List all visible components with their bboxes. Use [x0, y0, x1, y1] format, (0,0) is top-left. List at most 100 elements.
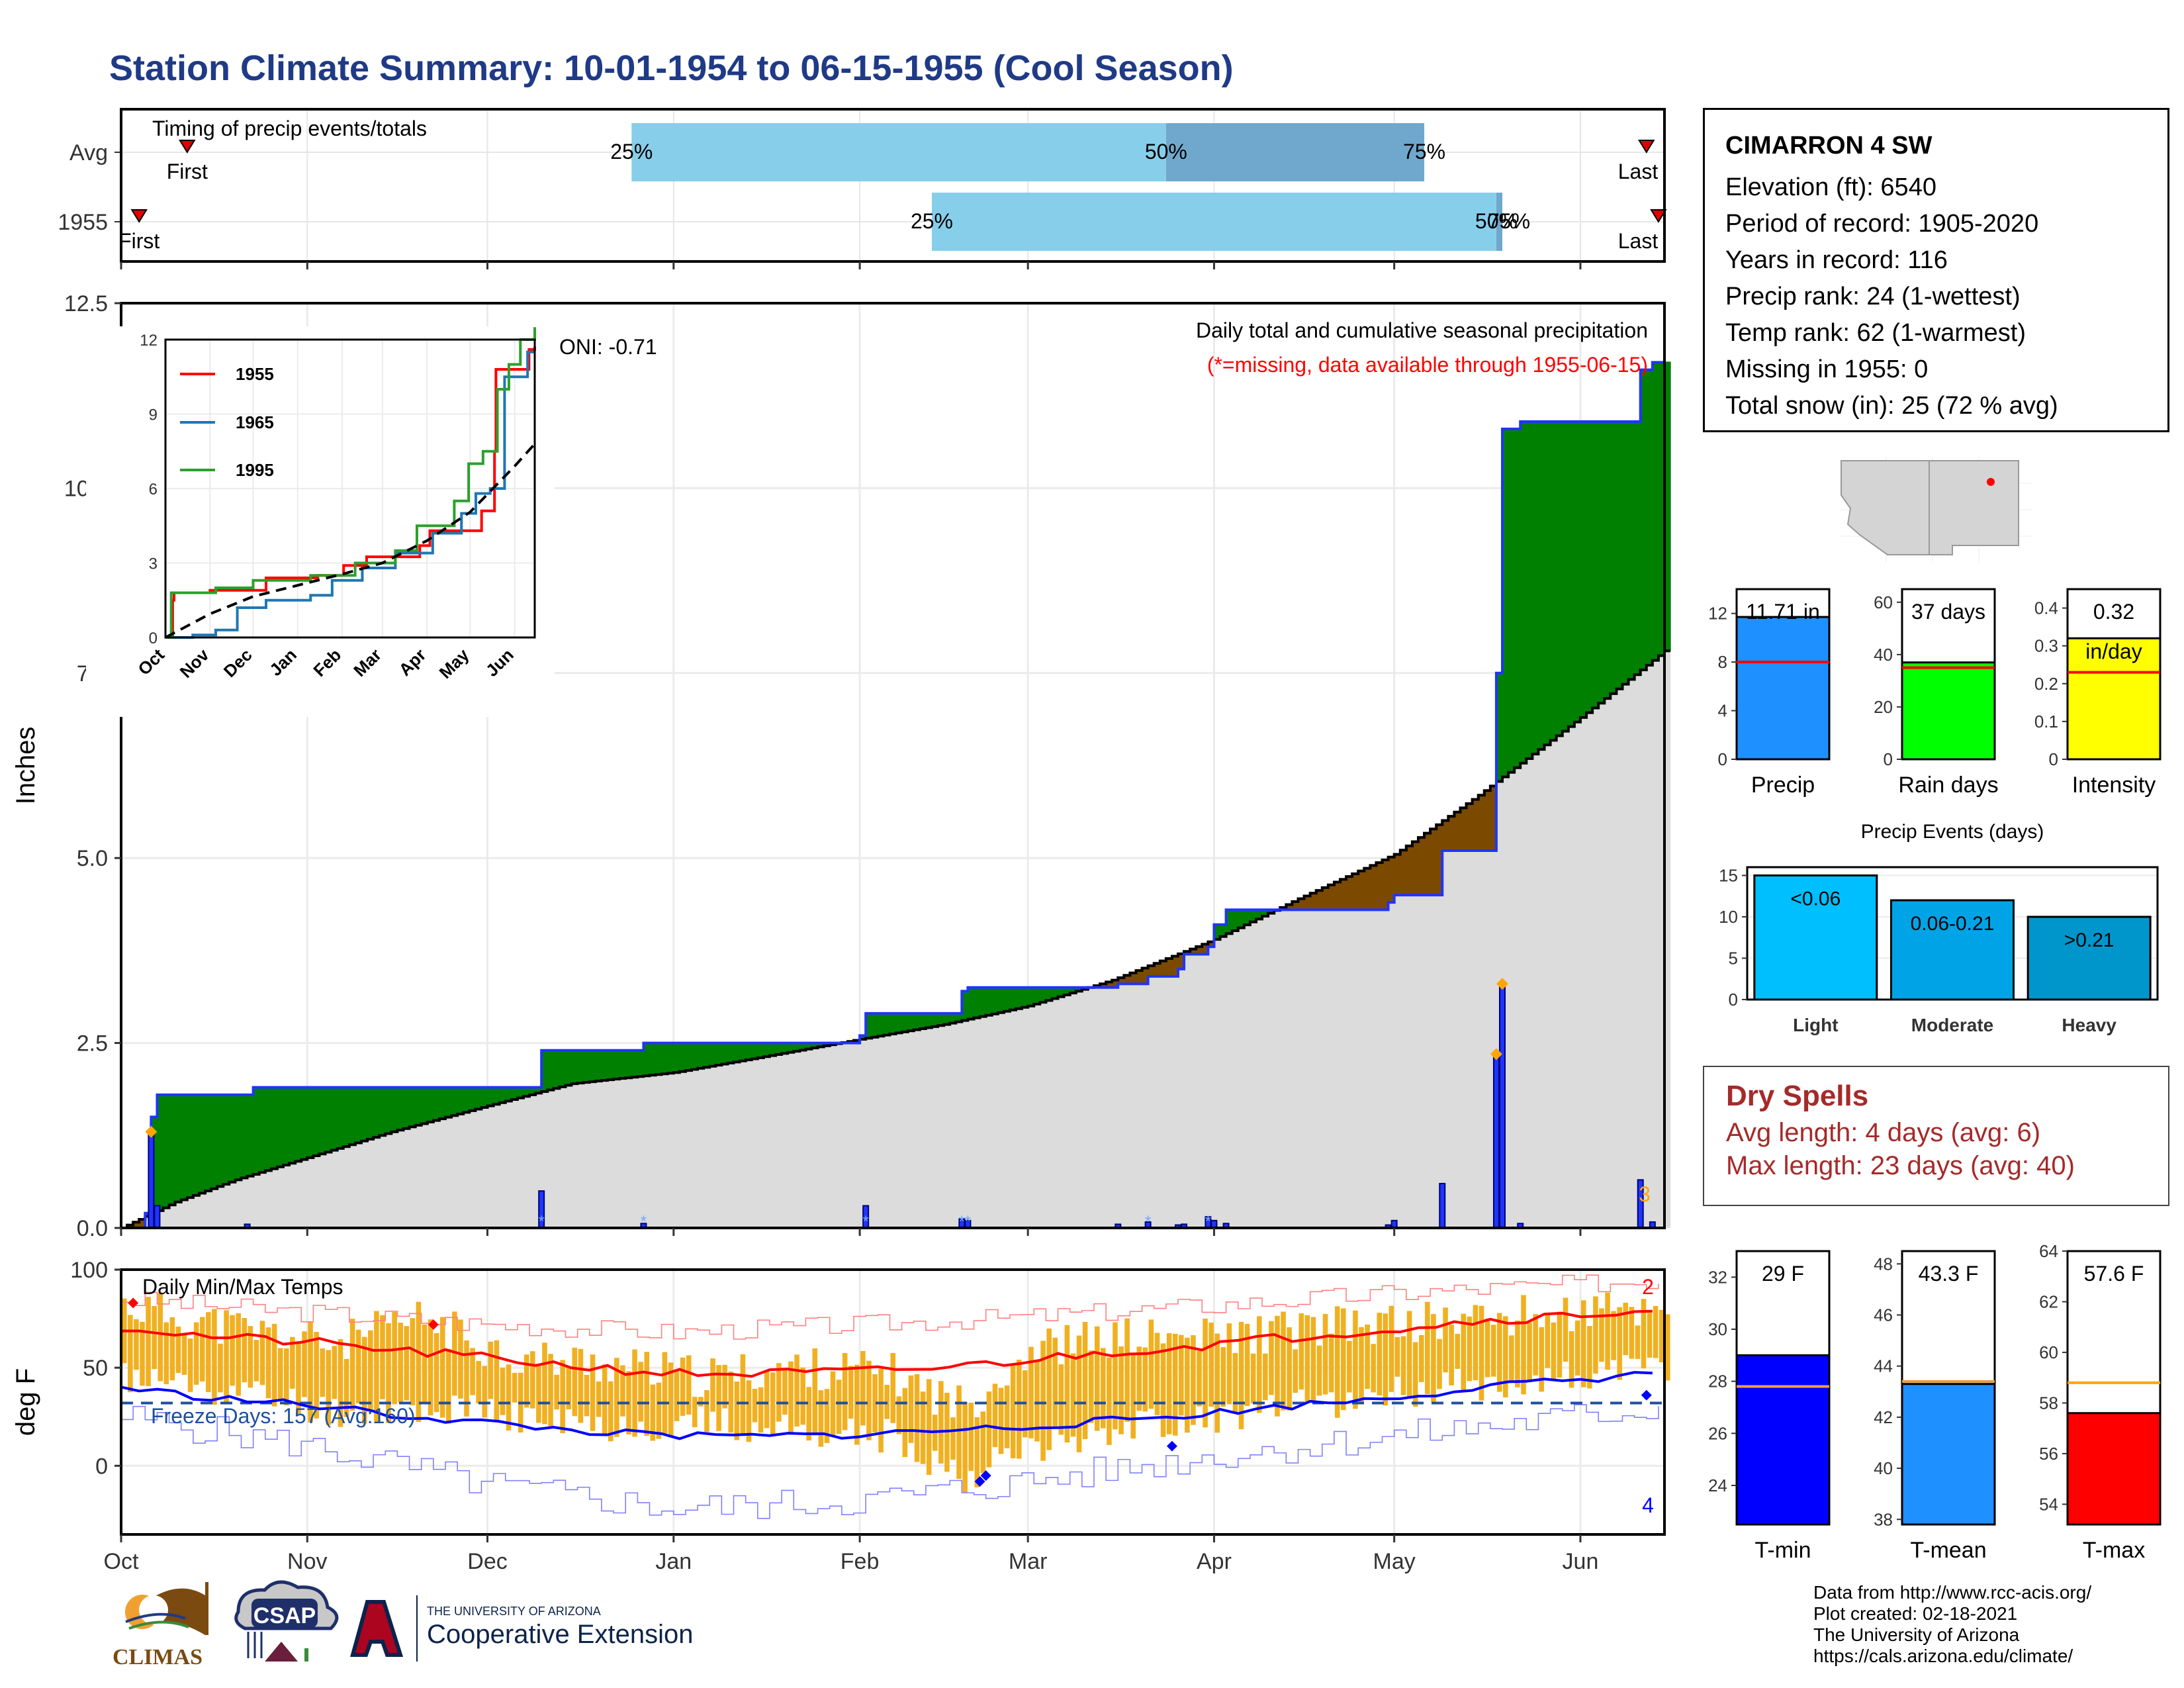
temps-xtick-label: Nov	[287, 1549, 327, 1574]
temps-ylabel: deg F	[11, 1368, 40, 1436]
missing-data-mark: *	[862, 1213, 868, 1231]
precip-departure-fill	[469, 1087, 476, 1111]
daily-temp-bar	[1293, 1349, 1298, 1393]
precip-departure-fill	[1406, 845, 1413, 896]
inset-ytick-label: 0	[149, 630, 158, 647]
daily-temp-bar	[860, 1350, 866, 1426]
precip-departure-fill	[1442, 820, 1449, 851]
summary-panel-name: T-max	[2083, 1538, 2145, 1563]
daily-temp-bar	[175, 1327, 181, 1374]
timing-label-q50: 50%	[1145, 140, 1187, 164]
daily-temp-bar	[818, 1390, 824, 1447]
daily-temp-bar	[1593, 1296, 1598, 1374]
daily-temp-bar	[1304, 1315, 1310, 1403]
precip-departure-fill	[163, 1094, 170, 1208]
precip-departure-fill	[223, 1094, 230, 1185]
summary-value-label: 0.32	[2093, 600, 2134, 624]
daily-temp-bar	[1250, 1353, 1256, 1403]
precip-departure-fill	[511, 1087, 518, 1100]
daily-temp-bar	[554, 1374, 559, 1410]
precip-departure-fill	[1526, 421, 1533, 759]
daily-temp-bar	[692, 1397, 698, 1428]
summary-ytick-label: 38	[1874, 1509, 1893, 1529]
precip-departure-fill	[1340, 879, 1347, 910]
daily-temp-bar	[1082, 1322, 1088, 1440]
daily-temp-bar	[1412, 1342, 1418, 1407]
precip-departure-fill	[127, 1225, 134, 1228]
daily-temp-bar	[349, 1319, 355, 1411]
precip-departure-fill	[229, 1094, 236, 1182]
daily-temp-bar	[199, 1317, 205, 1382]
summary-panel: 43.3 F 38 40 42 44 46 48 T-mean	[1874, 1250, 1996, 1563]
summary-ytick-label: 42	[1874, 1407, 1893, 1427]
precip-departure-fill	[704, 1043, 710, 1068]
daily-temp-bar	[836, 1380, 842, 1434]
summary-panel-name: Intensity	[2072, 773, 2156, 798]
precip-departure-fill	[1622, 421, 1629, 684]
precip-departure-fill	[860, 1035, 866, 1040]
precip-departure-fill	[715, 1043, 722, 1066]
precip-departure-fill	[931, 1013, 938, 1027]
precip-departure-fill	[782, 1043, 788, 1054]
station-info-panel: CIMARRON 4 SW Elevation (ft): 6540 Period…	[1703, 108, 2169, 432]
footer-line: Plot created: 02-18-2021	[1813, 1603, 2018, 1624]
precip-departure-fill	[1009, 987, 1017, 1010]
precip-departure-fill	[739, 1043, 747, 1061]
precip-departure-fill	[199, 1094, 206, 1194]
daily-temp-bar	[1334, 1306, 1340, 1418]
daily-temp-bar	[656, 1382, 662, 1439]
precip-departure-fill	[1184, 951, 1191, 955]
events-bar	[1753, 874, 1878, 1001]
summary-panel: 37 days 0 20 40 60 Rain days	[1874, 588, 1999, 798]
daily-temp-bar	[896, 1396, 902, 1434]
daily-temp-bar	[974, 1417, 980, 1487]
daily-temp-bar	[992, 1383, 998, 1448]
daily-temp-bar	[1052, 1337, 1058, 1427]
daily-temp-bar	[1569, 1331, 1574, 1388]
daily-temp-bar	[283, 1348, 289, 1406]
timing-label-q25: 25%	[610, 140, 653, 164]
daily-temp-bar	[950, 1417, 956, 1460]
csap-logo-text: CSAP	[253, 1603, 316, 1628]
precip-departure-fill	[1016, 987, 1023, 1009]
precip-departure-fill	[985, 987, 993, 1015]
summary-value-label: 37 days	[1911, 600, 1985, 624]
precip-departure-fill	[283, 1087, 290, 1166]
daily-temp-bar	[1064, 1325, 1070, 1443]
daily-temp-bar	[596, 1382, 602, 1417]
daily-temp-bar	[1214, 1333, 1220, 1433]
daily-temp-bar	[1287, 1327, 1292, 1411]
summary-panel-name: Precip	[1751, 773, 1815, 798]
precip-departure-fill	[1202, 944, 1208, 955]
temps-title: Daily Min/Max Temps	[142, 1275, 343, 1299]
inset-ytick-label: 3	[149, 555, 158, 573]
precip-departure-fill	[1502, 428, 1509, 777]
inset-ytick-label: 6	[149, 481, 158, 498]
precip-departure-fill	[907, 1013, 915, 1031]
precip-departure-fill	[1238, 910, 1245, 928]
summary-ytick-label: 0	[1718, 749, 1727, 769]
temps-xtick-label: May	[1373, 1549, 1416, 1574]
daily-temp-bar	[404, 1326, 410, 1401]
precip-departure-fill	[1436, 824, 1443, 896]
precip-departure-fill	[1328, 884, 1335, 910]
daily-temp-bar	[1580, 1300, 1586, 1387]
precip-departure-fill	[373, 1087, 380, 1138]
daily-temp-bar	[1431, 1314, 1436, 1402]
daily-temp-bar	[698, 1397, 704, 1407]
timing-bar-q25-q50	[631, 123, 1166, 181]
station-detail-line: Missing in 1955: 0	[1725, 355, 1929, 383]
freeze-days-label: Freeze Days: 157 (Avg:160)	[151, 1404, 416, 1428]
precip-departure-fill	[343, 1087, 350, 1147]
precip-departure-fill	[1154, 963, 1161, 977]
precip-departure-fill	[1352, 873, 1359, 910]
summary-panel: 57.6 F 54 56 58 60 62 64 T-max	[2039, 1241, 2161, 1563]
daily-temp-bar	[1142, 1347, 1148, 1412]
daily-temp-bar	[668, 1362, 674, 1438]
precip-departure-fill	[1388, 857, 1395, 903]
daily-temp-bar	[1563, 1297, 1569, 1362]
daily-temp-bar	[572, 1347, 578, 1417]
footer-lines: Data from http://www.rcc-acis.org/Plot c…	[1813, 1582, 2091, 1667]
daily-temp-bar	[812, 1348, 818, 1436]
precip-departure-fill	[1628, 421, 1635, 680]
